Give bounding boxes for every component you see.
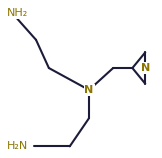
Text: N: N — [84, 85, 94, 95]
Text: N: N — [141, 63, 150, 73]
Text: H₂N: H₂N — [7, 141, 28, 151]
Text: NH₂: NH₂ — [7, 8, 28, 18]
